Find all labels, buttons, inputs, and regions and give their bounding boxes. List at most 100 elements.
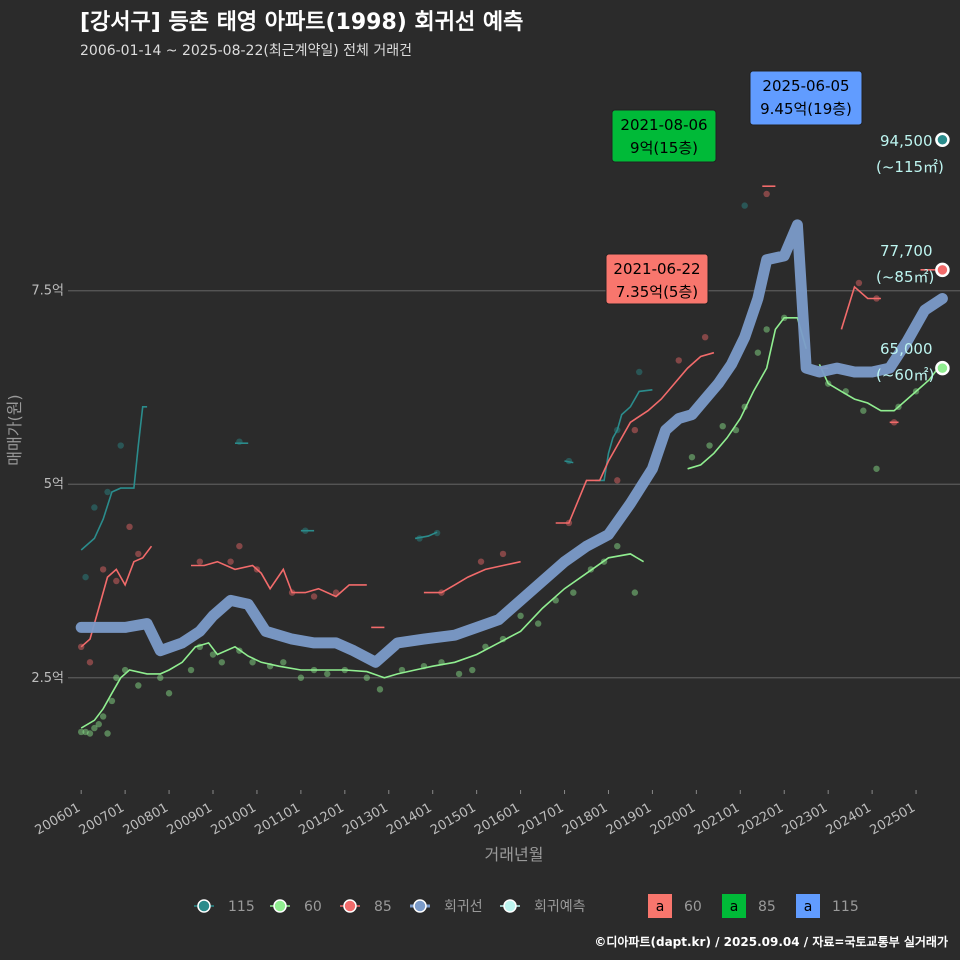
scatter-point — [706, 442, 713, 449]
legend: 115 60 85 회귀선 회귀예측 a 60 a 85 a 115 — [194, 894, 859, 918]
scatter-point — [236, 542, 243, 550]
y-tick-label: 5억 — [44, 477, 64, 492]
series-line-85 — [191, 560, 367, 598]
legend-label: 115 — [832, 899, 859, 915]
scatter-point — [534, 620, 542, 627]
scatter-point — [310, 593, 318, 600]
legend-label: 60 — [684, 899, 702, 915]
scatter-point — [433, 529, 441, 537]
x-axis-title: 거래년월 — [485, 845, 544, 864]
annotation-date: 2021-06-22 — [613, 260, 700, 278]
chart-title: [강서구] 등촌 태영 아파트(1998) 회귀선 예측 — [80, 10, 524, 35]
scatter-point — [86, 730, 94, 737]
series-line-115 — [414, 531, 438, 540]
scatter-point — [781, 314, 788, 322]
x-tick-label: 202301 — [780, 800, 830, 838]
x-tick-label: 202401 — [824, 800, 874, 838]
annotation-box: 2025-06-05 9.45억(19층) — [749, 70, 863, 126]
annotation-date: 2021-08-06 — [620, 116, 707, 134]
scatter-point — [455, 670, 463, 678]
legend-swatch-glyph: a — [656, 899, 665, 915]
annotation-date: 2025-06-05 — [762, 77, 849, 95]
scatter-point — [701, 333, 709, 341]
series-line-85 — [423, 560, 521, 594]
annotation-bg — [605, 253, 709, 305]
x-tick-label: 202201 — [736, 800, 786, 838]
series-line-60 — [687, 316, 807, 470]
scatter-point — [565, 519, 573, 527]
legend-marker — [413, 899, 427, 913]
scatter-point — [91, 504, 98, 511]
scatter-point — [824, 380, 832, 387]
x-tick-label: 202001 — [648, 800, 698, 838]
scatter-point — [253, 566, 261, 573]
scatter-point — [873, 295, 880, 302]
scatter-point — [890, 419, 898, 426]
legend-box-60: a 60 — [648, 894, 702, 918]
legend-box-115: a 115 — [796, 894, 859, 918]
scatter-point — [236, 438, 243, 445]
scatter-point — [266, 662, 274, 670]
scatter-point — [341, 666, 349, 674]
scatter-point — [614, 426, 621, 434]
end-area-label: (~85㎡) — [876, 268, 934, 286]
x-tick-label: 201701 — [516, 800, 566, 838]
end-value-label: 77,700 — [880, 242, 933, 260]
scatter-point — [438, 589, 445, 596]
scatter-point — [912, 388, 920, 395]
scatter-point — [416, 535, 423, 542]
scatter-point — [227, 558, 234, 565]
annotation-price: 7.35억(5층) — [616, 283, 698, 301]
annotation-box: 2021-08-06 9억(15층) — [611, 109, 717, 163]
annotation-price: 9억(15층) — [630, 139, 698, 157]
legend-box-85: a 85 — [722, 894, 776, 918]
scatter-point — [763, 326, 770, 333]
y-tick-label: 2.5억 — [31, 671, 64, 686]
legend-item-85: 85 — [340, 899, 392, 915]
scatter-point — [398, 666, 406, 674]
legend-swatch — [648, 894, 672, 918]
legend-marker — [273, 899, 287, 913]
end-markers: 94,500 (~115㎡) 77,700 (~85㎡) 65,000 (~60㎡) — [876, 132, 950, 384]
scatter-point — [631, 589, 639, 596]
scatter-point — [600, 558, 608, 565]
x-tick-label: 200701 — [77, 800, 127, 838]
legend-swatch-glyph: a — [730, 899, 739, 915]
scatter-point — [82, 728, 89, 736]
scatter-point — [82, 573, 89, 581]
scatter-point — [675, 357, 682, 364]
scatter-point — [113, 674, 120, 681]
legend-swatch — [796, 894, 820, 918]
series-lines — [80, 185, 939, 729]
scatter-point — [86, 659, 94, 666]
scatter-point — [482, 643, 489, 650]
scatter-point — [157, 674, 164, 681]
scatter-point — [302, 527, 309, 534]
x-tick-label: 202501 — [868, 800, 918, 838]
legend-marker — [197, 899, 211, 913]
scatter-point — [187, 666, 195, 674]
x-tick-label: 201301 — [340, 800, 390, 838]
legend-label: 회귀예측 — [534, 899, 586, 915]
scatter-point — [121, 666, 129, 674]
x-tick-label: 200601 — [33, 800, 83, 838]
scatter-point — [517, 612, 524, 620]
series-line-60 — [80, 553, 645, 729]
legend-label: 85 — [758, 899, 776, 915]
x-tick-label: 202101 — [692, 800, 742, 838]
scatter-point — [310, 666, 318, 674]
legend-item-115: 115 — [194, 899, 255, 915]
y-tick-label: 7.5억 — [31, 284, 64, 299]
scatter-point — [688, 453, 696, 461]
source-caption: ©디아파트(dapt.kr) / 2025.09.04 / 자료=국토교통부 실… — [594, 935, 948, 949]
scatter-point — [732, 426, 740, 434]
legend-swatch-glyph: a — [804, 899, 813, 915]
x-tick-label: 201201 — [296, 800, 346, 838]
end-value-label: 65,000 — [880, 340, 933, 358]
regression-path — [75, 219, 948, 668]
annotation-box: 2021-06-22 7.35억(5층) — [605, 253, 709, 305]
regression-line — [75, 219, 948, 668]
series-line-85 — [555, 351, 715, 524]
scatter-point — [77, 643, 85, 650]
scatter-point — [209, 651, 217, 658]
